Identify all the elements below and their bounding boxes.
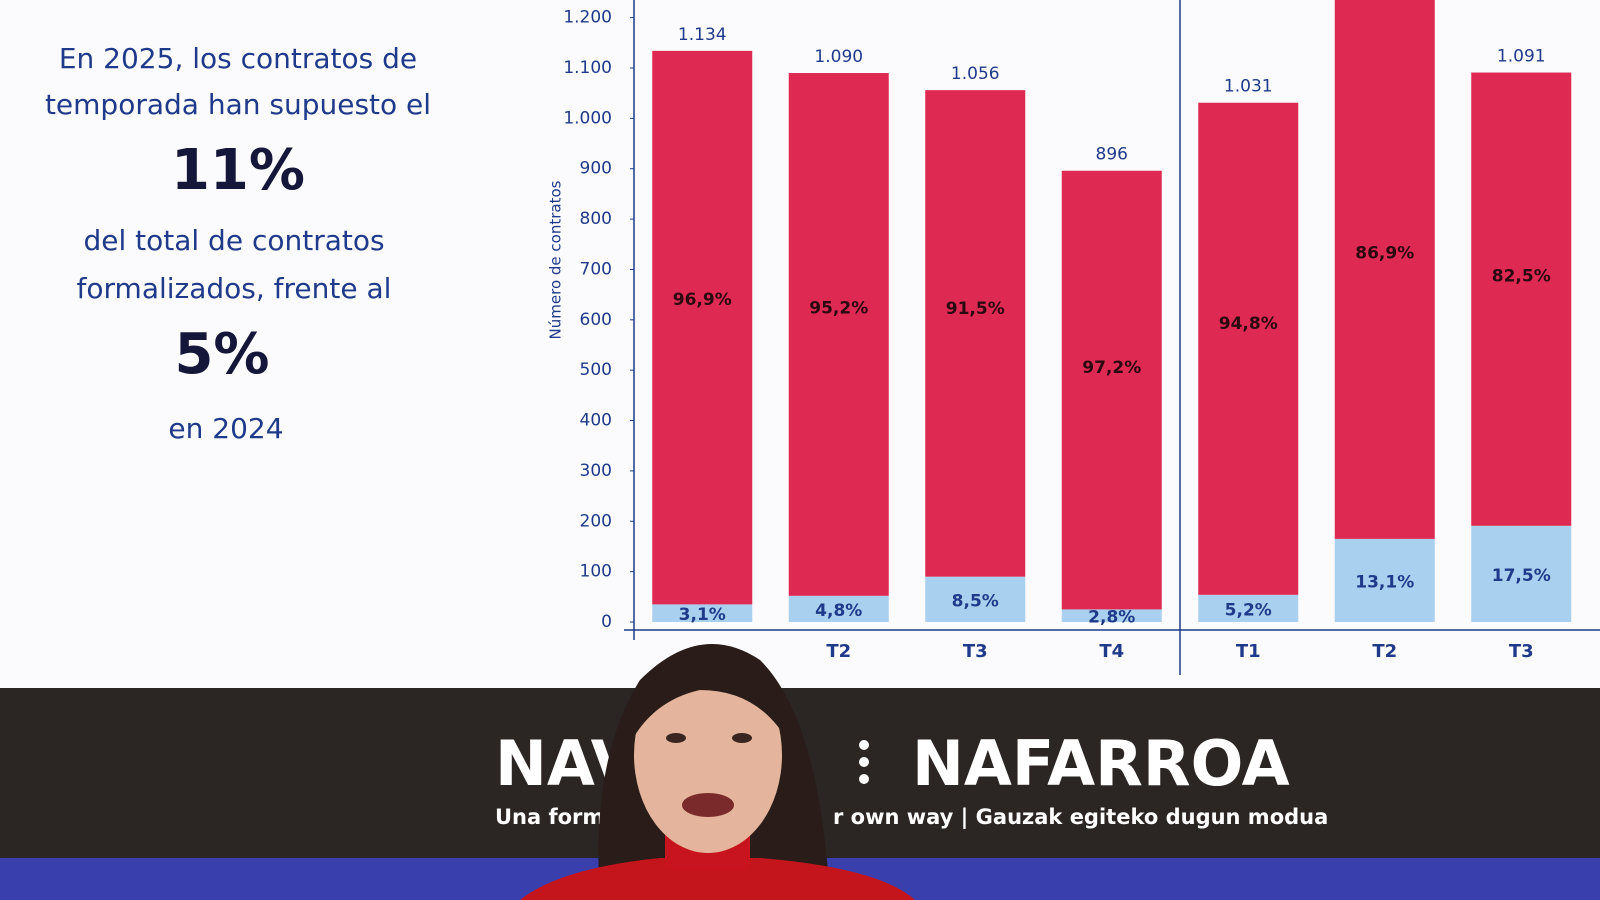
bar-segment [1198,102,1299,595]
bar-segment [925,90,1026,577]
share-label: 5,2% [1225,600,1272,620]
share-label: 86,9% [1355,244,1414,264]
text-line: En 2025, los contratos de [59,42,417,75]
y-tick-label: 200 [580,511,612,531]
share-label: 3,1% [679,605,726,625]
total-label: 1.134 [678,25,727,45]
bar-segment [1198,594,1299,622]
share-label: 13,1% [1355,572,1414,592]
bar-segment [1061,609,1162,622]
total-label: 1.056 [951,64,1000,84]
text-line: en 2024 [168,412,283,445]
x-tick-label: T3 [963,641,988,662]
x-tick-label: T4 [1099,641,1124,662]
share-label: 94,8% [1219,314,1278,334]
x-tick-label: T2 [1372,641,1397,662]
y-tick-label: 1.100 [563,58,612,78]
total-label: 896 [1096,145,1128,165]
y-tick-label: 300 [580,461,612,481]
x-tick-label: T2 [826,641,851,662]
y-tick-label: 900 [580,159,612,179]
tagline: Una forma [495,805,618,829]
bar-segment [788,73,889,596]
share-label: 96,9% [673,290,732,310]
share-label: 17,5% [1492,566,1551,586]
total-label: 1.091 [1497,47,1546,67]
bar-segment [1334,0,1435,539]
bar-segment [1334,538,1435,622]
logo-mark [859,740,869,784]
x-tick-label: T1 [1236,641,1261,662]
share-label: 91,5% [946,299,1005,319]
bar-segment [1471,525,1572,622]
y-axis-label: Número de contratos [547,180,565,339]
y-tick-label: 800 [580,209,612,229]
y-tick-label: 1.000 [563,108,612,128]
y-tick-label: 600 [580,310,612,330]
bar-segment [1471,72,1572,526]
text-line: del total de contratos [83,224,384,257]
share-label: 95,2% [809,298,868,318]
y-tick-label: 700 [580,259,612,279]
y-tick-label: 0 [601,612,612,632]
bar-segment [1061,170,1162,610]
text-line: temporada han supuesto el [45,88,431,121]
text-line: formalizados, frente al [77,272,392,305]
tagline: r own way | Gauzak egiteko dugun modua [833,805,1328,830]
share-label: 8,5% [952,591,999,611]
left-text: En 2025, los contratos de temporada han … [45,42,431,445]
bar-segment [925,576,1026,622]
bar-segment [652,50,753,605]
bar-segment [788,595,889,622]
share-label: 2,8% [1088,608,1135,628]
y-tick-label: 500 [580,360,612,380]
bar-segment [652,604,753,622]
logo: NAFARROA [912,727,1290,800]
share-label: 97,2% [1082,358,1141,378]
share-label: 82,5% [1492,267,1551,287]
figure: 5% [174,322,269,387]
x-tick-label: T3 [1509,641,1534,662]
share-label: 4,8% [815,601,862,621]
person [520,644,915,900]
figure: 11% [171,138,305,203]
plot: 0 100 200 300 400 500 600 700 800 900 1.000 1.100 1.… [563,0,1600,662]
y-tick-label: 1.200 [563,8,612,28]
y-tick-label: 400 [580,411,612,431]
total-label: 1.090 [814,47,863,67]
y-tick-label: 100 [580,562,612,582]
total-label: 1.031 [1224,77,1273,97]
